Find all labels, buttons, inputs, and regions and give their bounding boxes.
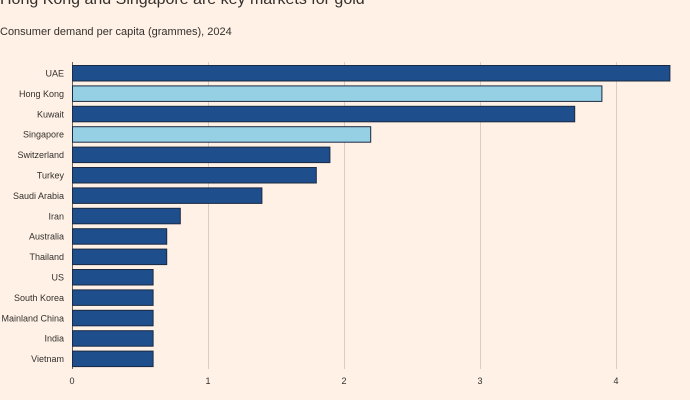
category-labels: UAE Hong Kong Kuwait Singapore Switzerland Tu… (1, 68, 64, 364)
x-tick-label: 4 (613, 376, 618, 386)
category-label-hong-kong: Hong Kong (19, 89, 64, 99)
category-label-saudi-arabia: Saudi Arabia (13, 191, 64, 201)
category-label-iran: Iran (48, 211, 64, 221)
bar-singapore (72, 126, 372, 143)
bar-turkey (72, 167, 317, 184)
category-label-mainland-china: Mainland China (1, 313, 64, 323)
category-label-vietnam: Vietnam (31, 354, 64, 364)
category-label-us: US (51, 272, 64, 282)
x-tick-label: 3 (477, 376, 482, 386)
bar-south-korea (72, 289, 154, 306)
bar-vietnam (72, 350, 154, 368)
category-label-australia: Australia (29, 232, 64, 242)
bar-hong-kong (72, 85, 603, 102)
bars (72, 65, 671, 368)
category-label-turkey: Turkey (37, 170, 65, 180)
bar-saudi-arabia (72, 187, 263, 204)
bar-mainland-china (72, 309, 154, 327)
chart-subtitle: Consumer demand per capita (grammes), 20… (0, 26, 232, 38)
x-axis-ticks: 0 1 2 3 4 (69, 376, 618, 386)
category-label-kuwait: Kuwait (37, 109, 65, 119)
x-tick-label: 1 (205, 376, 210, 386)
category-label-india: India (44, 334, 64, 344)
category-label-uae: UAE (45, 68, 64, 78)
bar-thailand (72, 248, 168, 266)
chart-title: Hong Kong and Singapore are key markets … (0, 0, 365, 9)
bar-iran (72, 207, 181, 225)
bar-india (72, 330, 154, 347)
x-tick-label: 2 (341, 376, 346, 386)
bar-kuwait (72, 105, 576, 123)
bar-us (72, 269, 154, 286)
category-label-singapore: Singapore (23, 130, 64, 140)
bar-uae (72, 65, 671, 82)
bar-switzerland (72, 146, 331, 164)
category-label-south-korea: South Korea (14, 293, 64, 303)
x-tick-label: 0 (69, 376, 74, 386)
category-label-thailand: Thailand (29, 252, 64, 262)
bar-australia (72, 228, 168, 245)
category-label-switzerland: Switzerland (17, 150, 64, 160)
